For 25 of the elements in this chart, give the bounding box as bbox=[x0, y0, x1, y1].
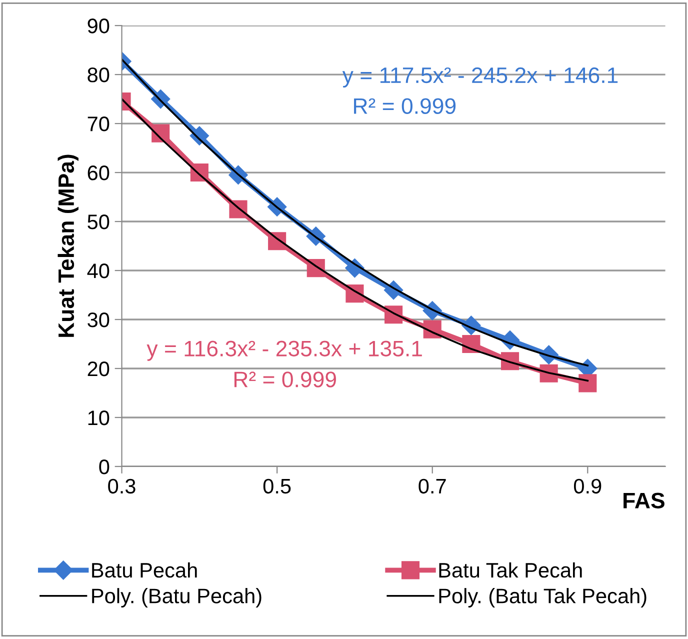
annotation: y = 117.5x² - 245.2x + 146.1 bbox=[342, 67, 618, 88]
y-tick-label: 0 bbox=[99, 459, 110, 474]
y-tick-label: 70 bbox=[88, 116, 110, 132]
y-tick-label: 60 bbox=[88, 166, 110, 180]
annotation: R² = 0.999 bbox=[234, 372, 336, 388]
x-tick-label: 0.7 bbox=[418, 478, 446, 494]
y-tick-label: 20 bbox=[88, 361, 110, 376]
y-tick-label: 90 bbox=[88, 18, 110, 34]
annotation: R² = 0.999 bbox=[354, 98, 456, 114]
y-tick-label: 30 bbox=[88, 312, 110, 328]
point bbox=[578, 374, 597, 392]
y-axis-title: Kuat Tekan (MPa) bbox=[58, 154, 78, 337]
legend-label: Batu Tak Pecah bbox=[439, 562, 582, 578]
legend-label: Poly. (Batu Pecah) bbox=[92, 588, 262, 608]
annotation: y = 116.3x² - 235.3x + 135.1 bbox=[146, 340, 422, 361]
legend-label: Batu Pecah bbox=[92, 562, 197, 578]
legend-label: Poly. (Batu Tak Pecah) bbox=[439, 588, 646, 608]
y-tick-label: 40 bbox=[87, 264, 110, 278]
x-tick-label: 0.3 bbox=[108, 478, 136, 494]
y-tick-label: 10 bbox=[88, 410, 110, 426]
y-tick-label: 50 bbox=[88, 214, 110, 230]
y-tick-label: 80 bbox=[88, 68, 110, 82]
x-tick-label: 0.9 bbox=[574, 478, 602, 494]
x-axis-title: FAS bbox=[624, 492, 664, 508]
x-tick-label: 0.5 bbox=[263, 478, 291, 494]
